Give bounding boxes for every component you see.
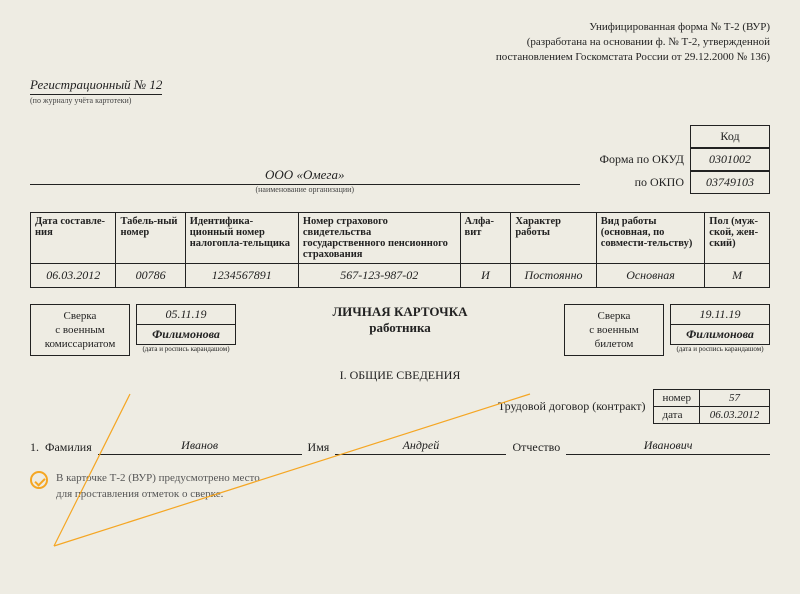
table-header: Табель-ный номер	[116, 212, 185, 263]
firstname-value: Андрей	[335, 438, 506, 455]
registration-number: Регистрационный № 12	[30, 77, 162, 95]
contract-num: 57	[700, 390, 770, 407]
firstname-label: Имя	[308, 440, 330, 455]
person-name-row: 1. Фамилия Иванов Имя Андрей Отчество Ив…	[30, 438, 770, 455]
sverka2-date: 19.11.19	[670, 304, 770, 325]
okud-label: Форма по ОКУД	[600, 152, 690, 167]
title-line2: работника	[252, 320, 548, 337]
contract-row: Трудовой договор (контракт) номер 57 дат…	[30, 389, 770, 424]
card-title: ЛИЧНАЯ КАРТОЧКА работника	[242, 304, 558, 338]
check-icon	[30, 471, 48, 489]
person-index: 1.	[30, 440, 39, 455]
sverka-commissariat-label: Сверка с военным комиссариатом	[30, 304, 130, 357]
patronymic-value: Иванович	[566, 438, 770, 455]
sverka1-date: 05.11.19	[136, 304, 236, 325]
contract-date: 06.03.2012	[700, 407, 770, 424]
organization-row: ООО «Омега» (наименование организации) К…	[30, 125, 770, 194]
table-header: Пол (муж-ской, жен-ский)	[705, 212, 770, 263]
family-label: Фамилия	[45, 440, 92, 455]
okpo-value: 03749103	[690, 171, 770, 194]
header-line: постановлением Госкомстата России от 29.…	[30, 50, 770, 65]
header-line: Унифицированная форма № Т-2 (ВУР)	[30, 20, 770, 35]
table-header: Дата составле-ния	[31, 212, 116, 263]
table-cell: М	[705, 263, 770, 287]
patronymic-label: Отчество	[512, 440, 560, 455]
form-header: Унифицированная форма № Т-2 (ВУР) (разра…	[30, 20, 770, 65]
contract-label: Трудовой договор (контракт)	[498, 399, 646, 414]
footnote-text: В карточке Т-2 (ВУР) предусмотрено место…	[56, 471, 260, 502]
okud-value: 0301002	[690, 148, 770, 171]
table-cell: И	[460, 263, 511, 287]
table-cell: 00786	[116, 263, 185, 287]
table-header: Характер работы	[511, 212, 596, 263]
sverka-ticket-label: Сверка с военным билетом	[564, 304, 664, 357]
sverka2-name: Филимонова	[670, 325, 770, 345]
contract-date-label: дата	[654, 407, 700, 424]
okpo-label: по ОКПО	[600, 175, 690, 190]
sverka-commissariat-sign: 05.11.19 Филимонова (дата и роспись кара…	[136, 304, 236, 354]
footnote: В карточке Т-2 (ВУР) предусмотрено место…	[30, 471, 770, 502]
sverka1-caption: (дата и роспись карандашом)	[136, 346, 236, 354]
table-cell: 1234567891	[185, 263, 298, 287]
sverka2-caption: (дата и роспись карандашом)	[670, 346, 770, 354]
table-cell: 06.03.2012	[31, 263, 116, 287]
table-row: 06.03.2012007861234567891567-123-987-02И…	[31, 263, 770, 287]
table-cell: Постоянно	[511, 263, 596, 287]
table-header: Идентифика-ционный номер налогопла-тельщ…	[185, 212, 298, 263]
sverka-ticket-sign: 19.11.19 Филимонова (дата и роспись кара…	[670, 304, 770, 354]
organization-name: ООО «Омега»	[30, 167, 580, 185]
table-header-row: Дата составле-нияТабель-ный номерИдентиф…	[31, 212, 770, 263]
table-cell: Основная	[596, 263, 705, 287]
header-line: (разработана на основании ф. № Т-2, утве…	[30, 35, 770, 50]
organization-caption: (наименование организации)	[30, 185, 580, 194]
contract-table: номер 57 дата 06.03.2012	[653, 389, 770, 424]
organization-block: ООО «Омега» (наименование организации)	[30, 167, 580, 194]
codes-block: Код Форма по ОКУД 0301002 по ОКПО 037491…	[600, 125, 770, 194]
table-header: Номер страхового свидетельства государст…	[298, 212, 460, 263]
sverka-row: Сверка с военным комиссариатом 05.11.19 …	[30, 304, 770, 357]
section-title: I. ОБЩИЕ СВЕДЕНИЯ	[30, 368, 770, 383]
family-value: Иванов	[98, 438, 302, 455]
main-table: Дата составле-нияТабель-ный номерИдентиф…	[30, 212, 770, 288]
table-cell: 567-123-987-02	[298, 263, 460, 287]
contract-num-label: номер	[654, 390, 700, 407]
table-header: Алфа-вит	[460, 212, 511, 263]
table-header: Вид работы (основная, по совмести-тельст…	[596, 212, 705, 263]
title-line1: ЛИЧНАЯ КАРТОЧКА	[252, 304, 548, 321]
registration-caption: (по журналу учёта картотеки)	[30, 96, 770, 105]
code-header: Код	[690, 125, 770, 148]
sverka1-name: Филимонова	[136, 325, 236, 345]
registration-block: Регистрационный № 12 (по журналу учёта к…	[30, 77, 770, 105]
